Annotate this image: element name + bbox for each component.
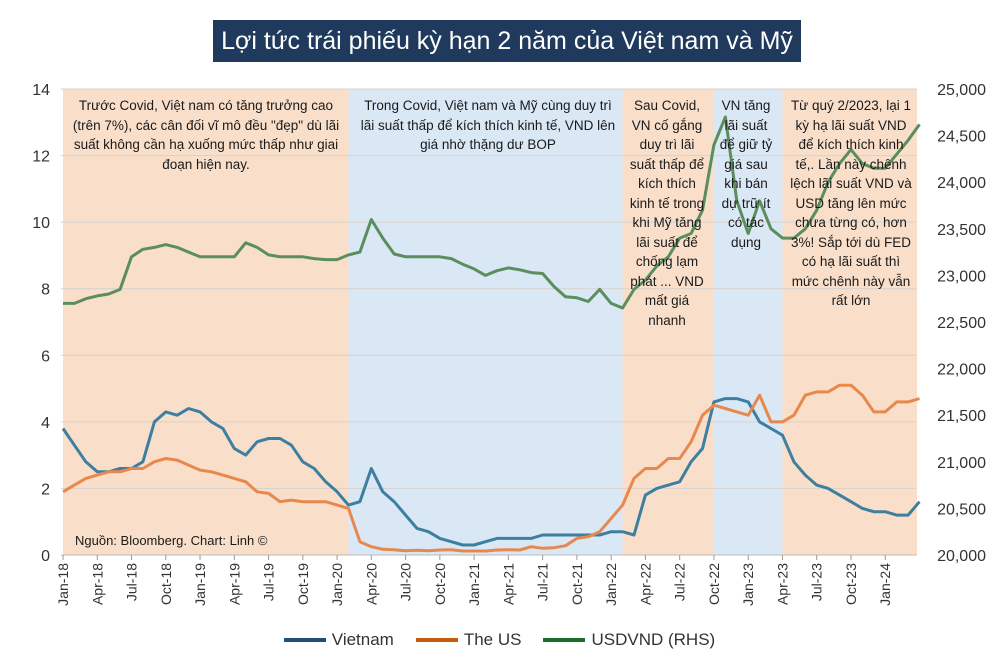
x-tick-label: Jul-20 (398, 563, 414, 601)
y-right-tick-label: 22,500 (937, 315, 986, 332)
y-left-tick-label: 2 (41, 481, 50, 498)
y-left-tick-label: 10 (32, 215, 50, 232)
y-right-tick-label: 24,500 (937, 129, 986, 146)
chart-title: Lợi tức trái phiếu kỳ hạn 2 năm của Việt… (213, 20, 801, 62)
x-tick-label: Jul-18 (124, 563, 140, 601)
legend-label: USDVND (RHS) (591, 630, 716, 649)
legend-item-vietnam: Vietnam (283, 630, 394, 650)
series-line-the-us (62, 383, 920, 553)
x-tick-label: Jan-22 (603, 563, 619, 606)
legend-swatch (543, 638, 586, 642)
x-tick-label: Jul-22 (672, 563, 688, 601)
y-left-tick-label: 0 (41, 548, 50, 565)
x-tick-label: Jan-23 (740, 563, 756, 606)
annotation-vn-rate-hike: VN tăng lãi suất để giữ tỷ giá sau khi b… (719, 98, 773, 250)
y-left-tick-label: 6 (41, 348, 50, 365)
x-tick-label: Jul-23 (809, 563, 825, 601)
x-tick-label: Apr-20 (363, 563, 379, 605)
y-right-tick-label: 20,000 (937, 548, 986, 565)
y-right-tick-label: 25,000 (937, 82, 986, 99)
legend-swatch (415, 638, 458, 642)
y-right-tick-label: 22,000 (937, 362, 986, 379)
annotation-post-covid: Sau Covid, VN cố gắng duy trì lãi suất t… (629, 98, 705, 328)
y-right-tick-label: 24,000 (937, 175, 986, 192)
x-tick-label: Apr-18 (89, 563, 105, 605)
y-right-tick-label: 21,500 (937, 408, 986, 425)
x-tick-label: Apr-23 (774, 563, 790, 605)
y-right-tick-label: 21,000 (937, 455, 986, 472)
legend-label: Vietnam (331, 630, 394, 649)
x-tick-label: Jan-24 (877, 563, 893, 606)
x-tick-label: Jan-20 (329, 563, 345, 606)
annotation-2023-cut: Từ quý 2/2023, lại 1 kỳ hạ lãi suất VND … (790, 98, 912, 308)
legend: Vietnam The US USDVND (RHS) (0, 630, 999, 650)
y-right-tick-label: 20,500 (937, 501, 986, 518)
shaded-region (782, 89, 917, 555)
y-left-tick-label: 4 (41, 415, 50, 432)
y-left-tick-label: 8 (41, 282, 50, 299)
x-tick-label: Jul-19 (261, 563, 277, 601)
y-right-tick-label: 23,000 (937, 268, 986, 285)
x-tick-label: Jan-18 (55, 563, 71, 606)
annotation-pre-covid: Trước Covid, Việt nam có tăng trưởng cao… (72, 98, 340, 172)
annotation-covid: Trong Covid, Việt nam và Mỹ cùng duy trì… (360, 98, 616, 152)
x-tick-label: Oct-22 (706, 563, 722, 605)
x-tick-label: Oct-18 (158, 563, 174, 605)
x-tick-label: Apr-22 (637, 563, 653, 605)
legend-item-usdvnd: USDVND (RHS) (543, 630, 715, 650)
legend-item-us: The US (415, 630, 522, 650)
x-tick-label: Oct-20 (432, 563, 448, 605)
x-tick-label: Apr-19 (226, 563, 242, 605)
x-tick-label: Oct-21 (569, 563, 585, 605)
shaded-region (713, 89, 783, 555)
y-left-tick-label: 14 (32, 82, 50, 99)
shaded-region (63, 89, 349, 555)
source-note: Nguồn: Bloomberg. Chart: Linh © (75, 533, 268, 548)
y-right-tick-label: 23,500 (937, 222, 986, 239)
shaded-region (622, 89, 714, 555)
series-line-vietnam (61, 397, 921, 547)
x-tick-label: Jul-21 (535, 563, 551, 601)
y-left-tick-label: 12 (32, 149, 50, 166)
x-tick-label: Oct-19 (295, 563, 311, 605)
x-tick-label: Apr-21 (500, 563, 516, 605)
legend-swatch (283, 638, 326, 642)
shaded-region (348, 89, 623, 555)
x-tick-label: Jan-21 (466, 563, 482, 606)
legend-label: The US (463, 630, 522, 649)
series-line-usdvnd-rhs (63, 115, 921, 310)
x-tick-label: Jan-19 (192, 563, 208, 606)
x-tick-label: Oct-23 (843, 563, 859, 605)
